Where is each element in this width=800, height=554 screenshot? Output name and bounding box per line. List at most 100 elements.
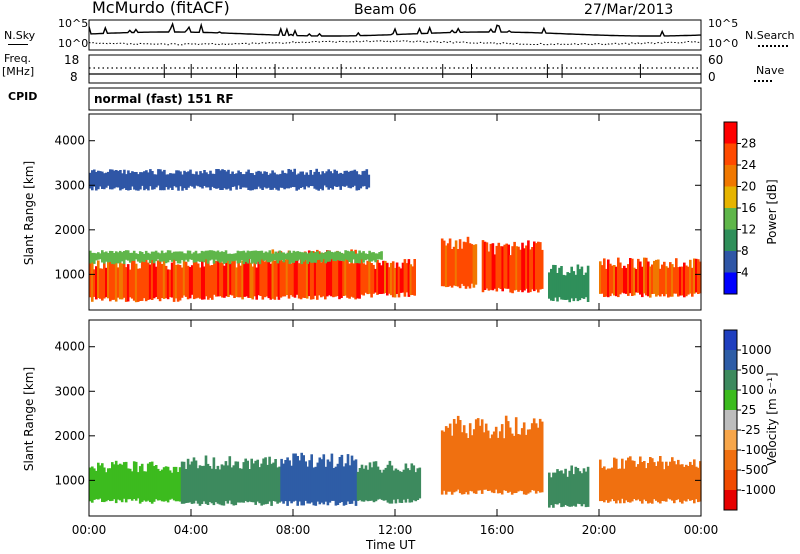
velocity-cell [372, 461, 376, 503]
velocity-cell [316, 462, 320, 502]
power-cell [360, 252, 363, 260]
power-cell [338, 251, 341, 261]
power-cell [287, 250, 291, 299]
velocity-cell [524, 434, 528, 495]
power-cell [237, 170, 240, 186]
velocity-cell [456, 415, 460, 490]
velocity-cell [500, 424, 504, 495]
power-cell [253, 175, 256, 190]
colorbar-swatch [724, 229, 737, 252]
power-cell [446, 243, 450, 287]
velocity-cell [603, 466, 606, 503]
velocity-cell [390, 465, 394, 504]
power-cell [344, 254, 347, 296]
power-cell [468, 243, 472, 289]
power-cell [229, 173, 232, 191]
power-cell [537, 241, 540, 293]
velocity-cell [97, 462, 100, 500]
power-cell [681, 266, 684, 296]
power-cell [647, 261, 650, 297]
velocity-cell [284, 460, 287, 502]
power-cell [340, 252, 343, 261]
colorbar-tick-label: 100 [741, 383, 764, 397]
power-cell [699, 261, 702, 294]
power-cell [225, 171, 228, 190]
velocity-cell [158, 471, 162, 501]
velocity-cell [400, 471, 404, 503]
power-cell [513, 241, 516, 291]
velocity-cell [128, 468, 132, 500]
power-cell [355, 171, 359, 191]
power-cell [649, 266, 652, 298]
power-cell [689, 259, 692, 294]
power-cell [505, 243, 508, 289]
velocity-cell [647, 463, 650, 504]
power-cell [315, 168, 318, 190]
velocity-cell [120, 464, 124, 503]
velocity-cell [258, 467, 261, 504]
power-cell [687, 266, 690, 295]
power-cell [485, 242, 489, 289]
power-cell [675, 258, 678, 294]
power-cell [570, 266, 573, 299]
power-cell [103, 259, 106, 299]
power-cell [137, 174, 140, 191]
power-cell [155, 174, 158, 188]
power-cell [324, 262, 327, 300]
power-cell [295, 174, 298, 191]
velocity-cell [605, 469, 608, 501]
velocity-cell [194, 460, 198, 501]
velocity-cell [328, 461, 332, 503]
power-cell [122, 262, 126, 298]
velocity-cell [320, 459, 324, 503]
power-cell [230, 254, 234, 262]
power-cell [103, 252, 106, 264]
power-cell [172, 257, 176, 302]
velocity-cell [578, 471, 582, 505]
power-cell [334, 253, 337, 297]
power-cell [365, 169, 369, 190]
velocity-cell [280, 458, 283, 502]
velocity-cell [548, 472, 551, 508]
power-cell [148, 253, 152, 264]
power-cell [346, 253, 349, 298]
power-cell [275, 174, 278, 190]
nsky-line-key [8, 44, 28, 45]
power-cell [193, 174, 196, 189]
velocity-cell [502, 438, 506, 491]
power-cell [287, 169, 290, 189]
power-cell [366, 254, 369, 260]
velocity-cell [655, 466, 658, 501]
power-cell [185, 172, 188, 190]
velocity-cell [635, 466, 638, 501]
power-cell [343, 170, 347, 187]
power-cell [107, 171, 110, 186]
power-cell [330, 251, 333, 260]
velocity-cell [136, 472, 140, 499]
velocity-cell [412, 465, 416, 501]
power-cell [329, 171, 332, 188]
power-cell [164, 265, 168, 299]
power-cell [218, 252, 222, 263]
power-cell [574, 274, 578, 299]
power-cell [207, 255, 210, 300]
velocity-cell [683, 466, 686, 501]
power-cell [509, 255, 512, 293]
velocity-cell [220, 464, 224, 506]
velocity-cell [338, 457, 342, 503]
freq-panel [88, 54, 702, 84]
power-cell [161, 171, 164, 191]
velocity-cell [294, 453, 297, 501]
power-cell [105, 172, 108, 188]
velocity-cell [144, 471, 148, 502]
velocity-cell [150, 461, 154, 504]
power-cell [322, 253, 325, 260]
velocity-cell [334, 466, 338, 506]
power-cell [335, 170, 338, 187]
power-cell [237, 260, 240, 298]
power-cell [284, 253, 288, 260]
colorbar-tick-label: 16 [741, 201, 756, 215]
velocity-cell [454, 423, 458, 492]
power-cell [238, 251, 242, 263]
power-cell [264, 251, 268, 261]
